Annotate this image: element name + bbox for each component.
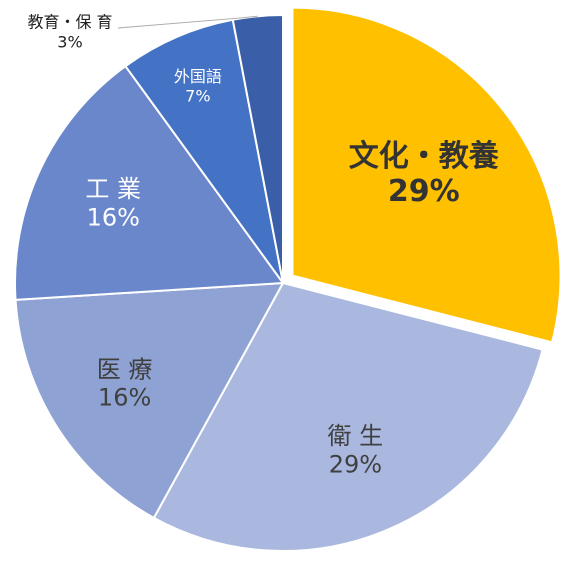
- leader-line: [117, 15, 258, 29]
- pie-slice: [14, 281, 285, 520]
- slice-label: 外国語: [174, 67, 222, 86]
- pie-slice: [124, 18, 284, 284]
- slice-label: 教育・保 育: [27, 13, 112, 32]
- slice-value-label: 16%: [98, 384, 151, 412]
- pie-slice: [231, 13, 284, 284]
- slice-label: 文化・教養: [349, 139, 499, 174]
- slice-value-label: 29%: [388, 174, 460, 209]
- slice-value-label: 29%: [329, 450, 382, 478]
- pie-slice: [152, 281, 544, 552]
- slice-value-label: 16%: [87, 203, 140, 231]
- slice-value-label: 7%: [185, 87, 210, 106]
- pie-slice: [14, 64, 285, 301]
- slice-label: 医 療: [97, 355, 153, 383]
- slice-label: 衛 生: [328, 422, 384, 450]
- pie-slice: [291, 6, 562, 344]
- slice-value-label: 3%: [57, 32, 82, 51]
- slice-label: 工 業: [85, 175, 141, 203]
